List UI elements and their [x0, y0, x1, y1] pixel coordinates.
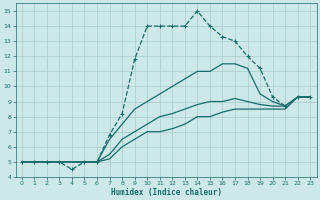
X-axis label: Humidex (Indice chaleur): Humidex (Indice chaleur) [110, 188, 221, 197]
